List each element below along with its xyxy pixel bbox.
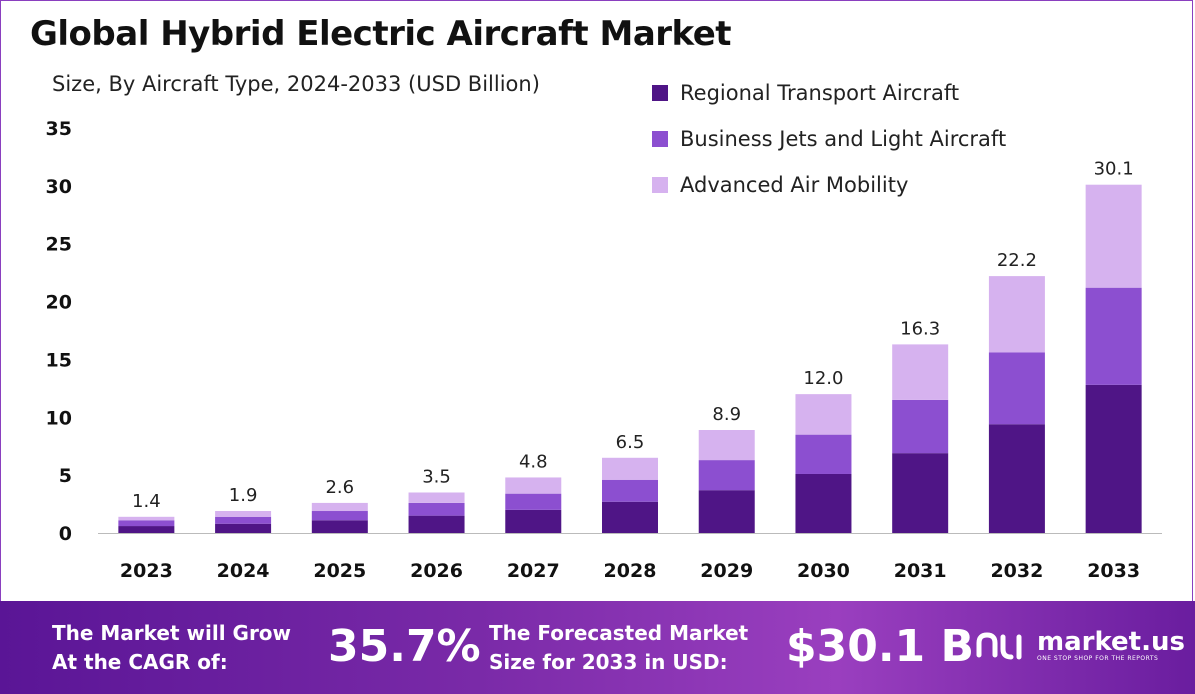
x-tick-label: 2024 (217, 560, 270, 582)
bar-segment-mobility (988, 276, 1045, 353)
bar-segment-mobility (1085, 184, 1142, 288)
brand-tagline: ONE STOP SHOP FOR THE REPORTS (1037, 654, 1159, 662)
bar-segment-regional (795, 473, 852, 533)
bar-segment-business (311, 511, 368, 521)
x-tick-label: 2025 (313, 560, 366, 582)
bar-total-label: 22.2 (997, 250, 1037, 271)
legend-label-business: Business Jets and Light Aircraft (680, 127, 1007, 151)
x-tick-label: 2028 (604, 560, 657, 582)
y-tick-label: 10 (46, 407, 72, 429)
forecast-label-line1: The Forecasted Market (489, 621, 749, 645)
y-tick-label: 0 (59, 523, 72, 545)
bar-segment-mobility (698, 430, 755, 461)
bar-segment-regional (505, 509, 562, 533)
legend-item-business: Business Jets and Light Aircraft (652, 116, 1006, 162)
bar-segment-mobility (892, 344, 949, 400)
cagr-label-line1: The Market will Grow (52, 621, 292, 645)
y-tick-label: 25 (46, 234, 72, 256)
bar-segment-business (795, 434, 852, 474)
x-tick-label: 2023 (120, 560, 173, 582)
bar-segment-mobility (408, 492, 465, 503)
y-tick-label: 30 (46, 176, 72, 198)
forecast-value: $30.1 B (786, 621, 975, 672)
legend-item-regional: Regional Transport Aircraft (652, 70, 1006, 116)
stacked-bar-chart: 051015202530351.420231.920242.620253.520… (46, 118, 1162, 582)
chart-legend: Regional Transport Aircraft Business Jet… (652, 70, 1006, 208)
legend-label-regional: Regional Transport Aircraft (680, 81, 960, 105)
bar-segment-business (1085, 287, 1142, 385)
bar-segment-business (408, 502, 465, 516)
bar-total-label: 2.6 (325, 477, 354, 498)
bar-segment-regional (408, 515, 465, 533)
bar-segment-business (505, 493, 562, 510)
x-tick-label: 2030 (797, 560, 850, 582)
bar-total-label: 1.9 (229, 485, 258, 506)
bar-total-label: 6.5 (616, 432, 645, 453)
x-tick-label: 2033 (1087, 560, 1140, 582)
x-tick-label: 2026 (410, 560, 463, 582)
brand-logo: market.us ONE STOP SHOP FOR THE REPORTS (975, 625, 1185, 665)
bar-total-label: 30.1 (1094, 159, 1134, 180)
market-us-logo-icon (976, 632, 1022, 660)
legend-label-mobility: Advanced Air Mobility (680, 173, 909, 197)
bar-segment-regional (118, 526, 175, 533)
bar-segment-business (892, 399, 949, 454)
x-tick-label: 2031 (894, 560, 947, 582)
bar-segment-regional (988, 424, 1045, 533)
bar-segment-mobility (215, 511, 272, 517)
x-tick-label: 2032 (990, 560, 1043, 582)
x-tick-label: 2027 (507, 560, 560, 582)
bar-segment-regional (602, 501, 658, 533)
bar-segment-mobility (795, 394, 852, 435)
legend-item-mobility: Advanced Air Mobility (652, 162, 1006, 208)
y-tick-label: 35 (46, 118, 72, 140)
bar-segment-mobility (118, 516, 175, 521)
bar-segment-regional (215, 523, 272, 533)
bar-total-label: 8.9 (712, 404, 741, 425)
y-tick-label: 5 (59, 465, 72, 487)
x-tick-label: 2029 (700, 560, 753, 582)
footer-banner: The Market will Grow At the CAGR of: 35.… (0, 601, 1195, 694)
bar-segment-mobility (505, 477, 562, 494)
chart-title: Global Hybrid Electric Aircraft Market (30, 14, 732, 54)
brand-name: market.us (1037, 626, 1185, 657)
bar-segment-business (602, 479, 658, 502)
bar-segment-regional (698, 490, 755, 533)
bar-total-label: 16.3 (900, 318, 940, 339)
bar-total-label: 1.4 (132, 491, 161, 512)
legend-swatch-mobility (652, 177, 668, 193)
cagr-value: 35.7% (328, 621, 481, 672)
bar-segment-mobility (311, 502, 368, 512)
cagr-label: The Market will Grow At the CAGR of: (52, 619, 291, 677)
bar-segment-regional (311, 520, 368, 533)
legend-swatch-regional (652, 85, 668, 101)
cagr-label-line2: At the CAGR of: (52, 650, 228, 674)
bar-segment-business (698, 460, 755, 491)
bar-segment-business (118, 520, 175, 527)
bar-segment-mobility (602, 457, 658, 480)
forecast-label: The Forecasted Market Size for 2033 in U… (489, 619, 748, 677)
legend-swatch-business (652, 131, 668, 147)
bar-total-label: 12.0 (803, 368, 843, 389)
forecast-label-line2: Size for 2033 in USD: (489, 650, 728, 674)
bar-segment-business (215, 516, 272, 524)
bar-total-label: 4.8 (519, 451, 548, 472)
bar-segment-regional (1085, 384, 1142, 533)
chart-subtitle: Size, By Aircraft Type, 2024-2033 (USD B… (52, 72, 540, 96)
bar-total-label: 3.5 (422, 467, 451, 488)
bar-segment-business (988, 352, 1045, 425)
bar-segment-regional (892, 453, 949, 533)
y-tick-label: 15 (46, 349, 72, 371)
y-tick-label: 20 (46, 292, 72, 314)
